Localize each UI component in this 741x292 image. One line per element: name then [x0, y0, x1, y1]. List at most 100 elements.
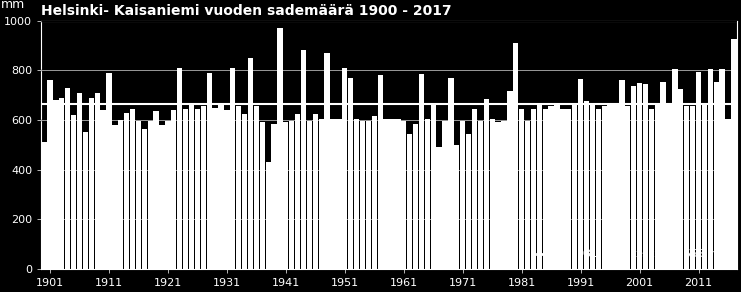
Bar [407, 134, 412, 269]
Bar [596, 109, 601, 269]
Bar [348, 78, 353, 269]
Bar [159, 125, 165, 269]
Bar [271, 124, 276, 269]
Bar [242, 114, 247, 269]
Bar [301, 51, 306, 269]
Bar [425, 119, 430, 269]
Bar [572, 104, 577, 269]
Bar [283, 122, 288, 269]
Bar [654, 104, 660, 269]
Bar [542, 109, 548, 269]
Bar [731, 39, 737, 269]
Bar [507, 91, 513, 269]
Bar [513, 43, 519, 269]
Bar [236, 106, 242, 269]
Bar [478, 121, 483, 269]
Bar [107, 73, 112, 269]
Bar [637, 83, 642, 269]
Bar [47, 80, 53, 269]
Bar [484, 99, 489, 269]
Bar [590, 104, 595, 269]
Bar [642, 84, 648, 269]
Bar [578, 79, 583, 269]
Bar [566, 109, 571, 269]
Bar [548, 106, 554, 269]
Bar [247, 58, 253, 269]
Bar [253, 106, 259, 269]
Bar [531, 109, 536, 269]
Bar [360, 121, 365, 269]
Bar [619, 80, 625, 269]
Bar [213, 107, 218, 269]
Bar [725, 119, 731, 269]
Legend: 1981-2010 kesklarvo 665 mm: 1981-2010 kesklarvo 665 mm [533, 245, 731, 264]
Bar [130, 109, 135, 269]
Bar [442, 121, 448, 269]
Bar [330, 119, 336, 269]
Bar [95, 93, 100, 269]
Bar [690, 106, 695, 269]
Bar [83, 132, 88, 269]
Bar [207, 73, 212, 269]
Bar [124, 112, 130, 269]
Bar [171, 110, 176, 269]
Bar [389, 119, 395, 269]
Bar [708, 69, 713, 269]
Bar [472, 109, 477, 269]
Bar [502, 121, 507, 269]
Bar [112, 125, 118, 269]
Bar [631, 86, 637, 269]
Bar [295, 114, 300, 269]
Bar [41, 142, 47, 269]
Bar [313, 114, 318, 269]
Bar [259, 122, 265, 269]
Bar [177, 68, 182, 269]
Bar [714, 81, 719, 269]
Bar [696, 72, 701, 269]
Bar [519, 109, 525, 269]
Bar [230, 68, 236, 269]
Bar [101, 110, 106, 269]
Bar [419, 74, 424, 269]
Bar [336, 119, 342, 269]
Bar [89, 98, 94, 269]
Bar [189, 104, 194, 269]
Bar [277, 28, 282, 269]
Bar [342, 68, 348, 269]
Bar [71, 115, 76, 269]
Bar [325, 53, 330, 269]
Bar [496, 122, 501, 269]
Bar [614, 104, 619, 269]
Bar [59, 98, 64, 269]
Bar [183, 109, 188, 269]
Bar [383, 119, 389, 269]
Bar [195, 109, 200, 269]
Bar [436, 147, 442, 269]
Bar [554, 104, 559, 269]
Bar [702, 104, 707, 269]
Bar [672, 69, 677, 269]
Bar [678, 89, 683, 269]
Bar [147, 121, 153, 269]
Bar [536, 104, 542, 269]
Bar [289, 121, 294, 269]
Bar [65, 88, 70, 269]
Bar [720, 69, 725, 269]
Bar [401, 121, 406, 269]
Bar [118, 120, 124, 269]
Bar [666, 104, 671, 269]
Bar [136, 121, 141, 269]
Bar [77, 93, 82, 269]
Bar [608, 104, 613, 269]
Bar [466, 134, 471, 269]
Bar [201, 106, 206, 269]
Bar [413, 124, 418, 269]
Bar [319, 119, 324, 269]
Bar [684, 106, 689, 269]
Bar [560, 109, 565, 269]
Bar [602, 106, 607, 269]
Bar [153, 111, 159, 269]
Bar [265, 162, 270, 269]
Bar [460, 121, 465, 269]
Bar [490, 119, 495, 269]
